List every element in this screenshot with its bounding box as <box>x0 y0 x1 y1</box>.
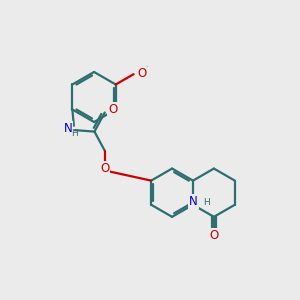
Text: H: H <box>71 130 78 139</box>
Text: H: H <box>203 198 210 207</box>
Text: O: O <box>209 229 218 242</box>
Text: O: O <box>100 162 110 175</box>
Text: O: O <box>108 103 117 116</box>
Text: O: O <box>137 67 146 80</box>
Text: N: N <box>64 122 72 135</box>
Text: N: N <box>189 195 198 208</box>
